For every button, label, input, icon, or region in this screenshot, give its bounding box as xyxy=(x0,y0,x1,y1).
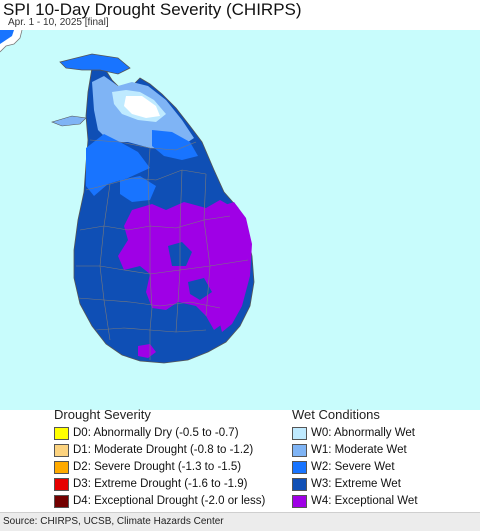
india-coast-line xyxy=(0,30,23,53)
map-subtitle: Apr. 1 - 10, 2025 [final] xyxy=(8,17,109,28)
south-exceptional-wet xyxy=(138,344,156,358)
legend-item-w1: W1: Moderate Wet xyxy=(292,442,418,458)
w0-swatch xyxy=(292,426,307,440)
w4-label: W4: Exceptional Wet xyxy=(311,495,418,507)
w0-label: W0: Abnormally Wet xyxy=(311,427,415,439)
district-boundaries xyxy=(76,139,249,360)
d1-label: D1: Moderate Drought (-0.8 to -1.2) xyxy=(73,444,254,456)
w1-label: W1: Moderate Wet xyxy=(311,444,407,456)
north-near-normal xyxy=(124,96,160,118)
w3-swatch xyxy=(292,477,307,491)
legend-item-w0: W0: Abnormally Wet xyxy=(292,425,418,441)
east-exceptional-wet xyxy=(218,202,252,332)
central-extreme-pocket-2 xyxy=(188,278,212,300)
d2-label: D2: Severe Drought (-1.3 to -1.5) xyxy=(73,461,242,473)
wet-legend-heading: Wet Conditions xyxy=(292,407,380,422)
w2-swatch xyxy=(292,460,307,474)
legend-item-d2: D2: Severe Drought (-1.3 to -1.5) xyxy=(54,459,265,475)
jaffna-peninsula xyxy=(59,53,131,75)
d1-swatch xyxy=(54,443,69,457)
d2-swatch xyxy=(54,460,69,474)
center-severe-wet xyxy=(120,176,156,202)
india-wet-patch xyxy=(0,30,14,44)
legend-item-d4: D4: Exceptional Drought (-2.0 or less) xyxy=(54,493,265,509)
d3-swatch xyxy=(54,477,69,491)
d4-swatch xyxy=(54,494,69,508)
d0-label: D0: Abnormally Dry (-0.5 to -0.7) xyxy=(73,427,239,439)
legend-item-w3: W3: Extreme Wet xyxy=(292,476,418,492)
legend-item-d1: D1: Moderate Drought (-0.8 to -1.2) xyxy=(54,442,265,458)
drought-legend-heading: Drought Severity xyxy=(54,407,151,422)
mannar-island xyxy=(51,115,87,127)
west-severe-wet xyxy=(86,134,150,196)
legend-item-d0: D0: Abnormally Dry (-0.5 to -0.7) xyxy=(54,425,265,441)
w3-label: W3: Extreme Wet xyxy=(311,478,401,490)
d4-label: D4: Exceptional Drought (-2.0 or less) xyxy=(73,495,266,507)
w1-swatch xyxy=(292,443,307,457)
drought-legend: Drought Severity D0: Abnormally Dry (-0.… xyxy=(54,406,265,509)
w2-label: W2: Severe Wet xyxy=(311,461,395,473)
source-footer: Source: CHIRPS, UCSB, Climate Hazards Ce… xyxy=(0,512,480,531)
legend: Drought Severity D0: Abnormally Dry (-0.… xyxy=(0,406,480,512)
legend-item-w2: W2: Severe Wet xyxy=(292,459,418,475)
w4-swatch xyxy=(292,494,307,508)
legend-item-w4: W4: Exceptional Wet xyxy=(292,493,418,509)
map-title: SPI 10-Day Drought Severity (CHIRPS) xyxy=(3,0,302,19)
legend-item-d3: D3: Extreme Drought (-1.6 to -1.9) xyxy=(54,476,265,492)
northeast-severe-wet xyxy=(152,130,198,160)
source-text: Source: CHIRPS, UCSB, Climate Hazards Ce… xyxy=(3,516,224,527)
d0-swatch xyxy=(54,426,69,440)
d3-label: D3: Extreme Drought (-1.6 to -1.9) xyxy=(73,478,248,490)
drought-map xyxy=(0,30,480,410)
wet-legend: Wet Conditions W0: Abnormally Wet W1: Mo… xyxy=(292,406,418,509)
